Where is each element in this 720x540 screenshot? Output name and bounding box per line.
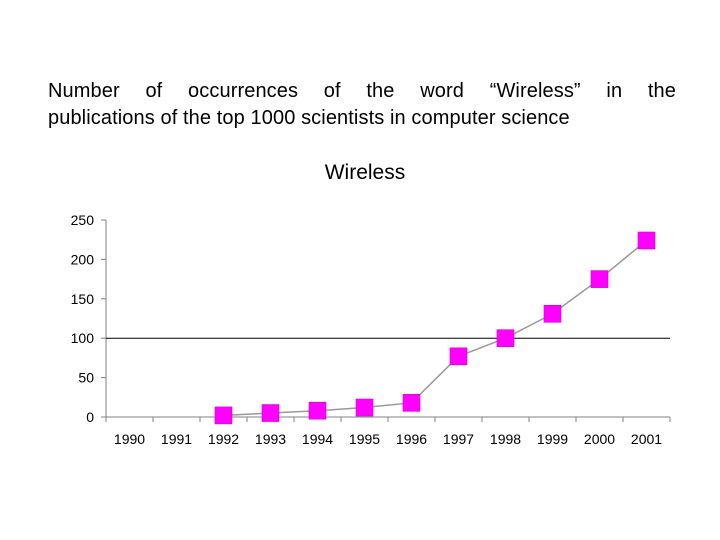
- data-point-marker: [637, 231, 656, 250]
- chart-title: Wireless: [325, 161, 406, 184]
- data-point-marker: [543, 304, 562, 323]
- x-tick-label: 1995: [349, 431, 380, 447]
- y-tick-label: 150: [71, 291, 95, 307]
- y-tick-label: 50: [78, 370, 94, 386]
- x-tick-label: 1997: [443, 431, 474, 447]
- y-tick-label: 200: [71, 251, 95, 267]
- x-tick-label: 1999: [537, 431, 568, 447]
- x-tick-label: 1996: [396, 431, 427, 447]
- data-point-marker: [261, 404, 280, 422]
- y-tick-label: 100: [71, 330, 95, 346]
- series-line: [223, 239, 647, 417]
- x-tick-label: 1993: [255, 431, 286, 447]
- x-tick-label: 1998: [490, 431, 521, 447]
- x-tick-label: 1990: [114, 431, 145, 447]
- plot-area: 0 50 100 150 200 250 1990 1991 1992 1993 1994 1995 1…: [71, 212, 671, 447]
- y-tick-label: 250: [71, 212, 95, 228]
- x-tick-label: 2001: [631, 431, 662, 447]
- data-point-marker: [449, 347, 468, 366]
- x-tick-label: 1991: [161, 431, 192, 447]
- x-tick-label: 1992: [208, 431, 239, 447]
- slide-heading-line-2: publications of the top 1000 scientists …: [48, 107, 570, 129]
- x-tick-label: 2000: [584, 431, 615, 447]
- y-tick-label: 0: [86, 409, 94, 425]
- data-point-marker: [496, 329, 515, 348]
- data-point-marker: [402, 394, 421, 412]
- slide-heading-line-1: Number of occurrences of the word “Wirel…: [48, 80, 676, 102]
- x-tick-label: 1994: [302, 431, 333, 447]
- data-point-marker: [355, 398, 374, 417]
- slide-heading: Number of occurrences of the word “Wirel…: [48, 78, 676, 132]
- data-point-marker: [590, 270, 609, 288]
- data-point-marker: [214, 406, 233, 425]
- data-point-marker: [308, 401, 327, 420]
